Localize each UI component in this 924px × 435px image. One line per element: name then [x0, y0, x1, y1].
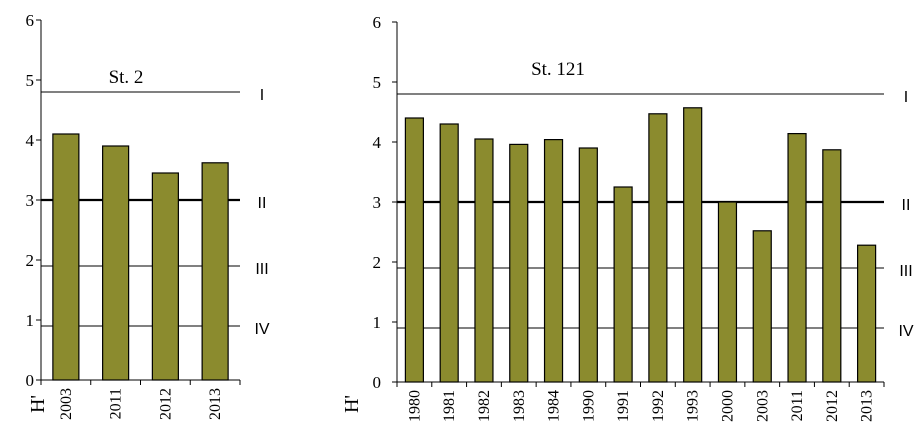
reference-label-2: II — [258, 195, 267, 212]
x-tick-label: 2012 — [157, 388, 174, 420]
y-tick-label: 6 — [373, 13, 382, 32]
bar — [545, 140, 563, 382]
bar — [788, 134, 806, 382]
bar — [614, 187, 632, 382]
y-tick-label: 5 — [26, 71, 35, 90]
x-tick-label: 1990 — [580, 390, 597, 422]
chart-title: St. 2 — [109, 67, 144, 88]
y-tick-label: 5 — [373, 73, 382, 92]
bar — [152, 173, 178, 380]
x-tick-label: 2000 — [719, 390, 736, 422]
bar — [579, 148, 597, 382]
bar — [753, 231, 771, 382]
reference-label-3: III — [899, 263, 912, 280]
x-tick-label: 2003 — [754, 390, 771, 422]
bar — [718, 202, 736, 382]
reference-label-2: II — [902, 197, 911, 214]
y-tick-label: 1 — [26, 311, 35, 330]
bar — [510, 144, 528, 382]
y-tick-label: 3 — [373, 193, 382, 212]
y-tick-label: 1 — [373, 313, 382, 332]
y-tick-label: 0 — [373, 373, 382, 392]
x-tick-label: 2003 — [58, 388, 75, 420]
x-tick-label: 1984 — [546, 390, 563, 422]
bar — [53, 134, 79, 380]
y-axis-label: H' — [341, 395, 363, 413]
bar — [440, 124, 458, 382]
y-tick-label: 6 — [26, 11, 35, 30]
reference-label-3: III — [255, 261, 268, 278]
chart-st121: 0 1 2 3 4 5 6 1980 1981 1982 1983 1984 1990 1991 1992 1… — [341, 13, 914, 422]
y-tick-label: 4 — [26, 131, 35, 150]
y-tick-label: 2 — [26, 251, 35, 270]
reference-label-1: I — [904, 89, 908, 106]
y-tick-label: 0 — [26, 371, 35, 390]
y-tick-label: 3 — [26, 191, 35, 210]
x-tick-label: 1981 — [441, 390, 458, 422]
reference-label-4: IV — [898, 323, 913, 340]
y-axis-label: H' — [27, 395, 49, 413]
x-tick-label: 1992 — [650, 390, 667, 422]
x-tick-label: 1993 — [685, 390, 702, 422]
y-tick-label: 2 — [373, 253, 382, 272]
y-tick-label: 4 — [373, 133, 382, 152]
bar — [405, 118, 423, 382]
bar — [823, 150, 841, 382]
x-tick-label: 2011 — [789, 390, 806, 421]
x-tick-label: 1980 — [406, 390, 423, 422]
bar — [649, 114, 667, 382]
reference-label-1: I — [260, 87, 264, 104]
x-tick-label: 2013 — [207, 388, 224, 420]
x-tick-label: 2013 — [859, 390, 876, 422]
bar — [103, 146, 129, 380]
chart-title: St. 121 — [531, 59, 585, 80]
x-tick-label: 2012 — [824, 390, 841, 422]
x-tick-label: 2011 — [108, 388, 125, 419]
x-tick-label: 1991 — [615, 390, 632, 422]
x-tick-label: 1982 — [476, 390, 493, 422]
x-tick-label: 1983 — [511, 390, 528, 422]
bar — [858, 245, 876, 382]
reference-label-4: IV — [254, 321, 269, 338]
bar — [475, 139, 493, 382]
bar — [202, 163, 228, 380]
bar — [684, 108, 702, 382]
